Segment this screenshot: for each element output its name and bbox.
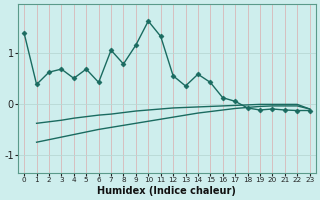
X-axis label: Humidex (Indice chaleur): Humidex (Indice chaleur) bbox=[98, 186, 236, 196]
